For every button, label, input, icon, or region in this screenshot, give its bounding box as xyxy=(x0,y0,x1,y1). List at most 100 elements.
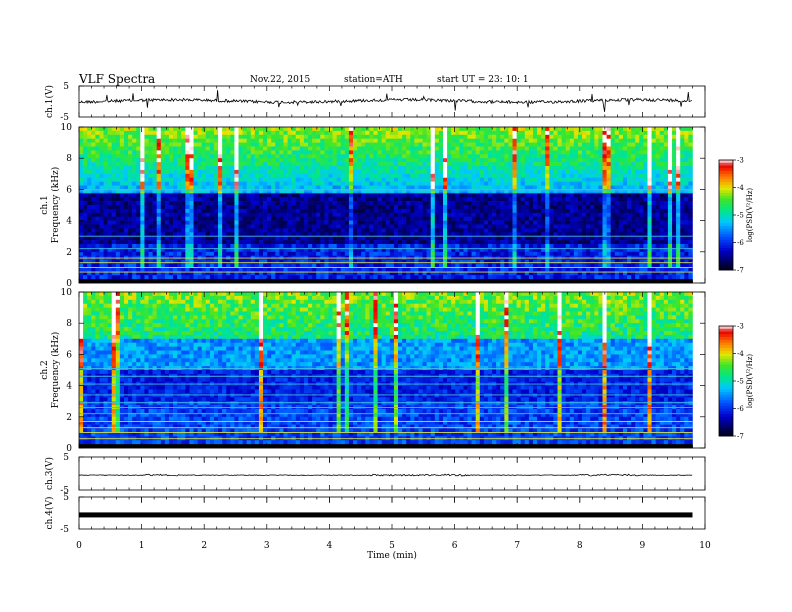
spectrogram-cell xyxy=(283,279,288,284)
spectrogram-cell xyxy=(136,205,141,210)
spectrogram-cell xyxy=(414,232,419,237)
spectrogram-cell xyxy=(483,208,489,214)
spectrogram-cell xyxy=(402,220,407,225)
spectrogram-cell xyxy=(377,240,382,245)
spectrogram-cell xyxy=(222,169,227,175)
spectrogram-cell xyxy=(271,216,276,221)
spectrogram-cell xyxy=(115,232,121,237)
spectrogram-cell xyxy=(459,205,464,210)
spectrogram-cell xyxy=(173,142,178,147)
spectrogram-cell xyxy=(524,220,530,225)
spectrogram-cell xyxy=(524,193,530,198)
spectrogram-cell xyxy=(263,162,268,167)
spectrogram-cell xyxy=(230,154,235,159)
spectrogram-cell xyxy=(516,236,522,241)
spectrogram-cell xyxy=(500,181,505,186)
spectrogram-cell xyxy=(361,127,366,132)
spectrogram-cell xyxy=(365,162,370,167)
spectrogram-cell xyxy=(467,127,472,132)
spectrogram-cell xyxy=(516,197,522,202)
spectrogram-cell xyxy=(565,146,571,151)
spectrogram-cell xyxy=(353,220,358,225)
spectrogram-cell xyxy=(258,216,264,221)
spectrogram-cell xyxy=(528,267,534,272)
spectrogram-cell xyxy=(246,201,252,206)
spectrogram-cell xyxy=(357,263,362,268)
spectrogram-cell xyxy=(181,154,186,159)
spectrogram-cell xyxy=(271,185,276,190)
spectrogram-cell xyxy=(246,271,252,276)
spectrogram-cell xyxy=(275,279,280,284)
spectrogram-cell xyxy=(140,134,145,139)
spectrogram-cell xyxy=(479,189,485,194)
spectrogram-cell xyxy=(365,205,370,210)
spectrogram-cell xyxy=(381,169,387,175)
spectrogram-cell xyxy=(475,158,481,163)
spectrogram-cell xyxy=(160,228,166,233)
spectrogram-cell xyxy=(569,134,575,139)
spectrogram-cell xyxy=(197,247,202,253)
spectrogram-cell xyxy=(320,146,325,151)
spectrogram-cell xyxy=(512,158,517,163)
spectrogram-cell xyxy=(455,275,460,280)
spectrogram-cell xyxy=(181,146,186,151)
spectrogram-cell xyxy=(541,259,546,264)
spectrogram-cell xyxy=(160,146,166,151)
spectrogram-cell xyxy=(430,201,436,206)
spectrogram-cell xyxy=(512,177,517,182)
spectrogram-cell xyxy=(181,224,186,229)
spectrogram-cell xyxy=(361,240,366,245)
spectrogram-cell xyxy=(500,193,505,198)
spectrogram-cell xyxy=(402,228,407,233)
spectrogram-cell xyxy=(140,228,145,233)
spectrogram-cell xyxy=(218,154,223,159)
spectrogram-cell xyxy=(185,271,190,276)
spectrogram-cell xyxy=(320,236,325,241)
spectrogram-cell xyxy=(119,142,125,147)
spectrogram-cell xyxy=(250,228,256,233)
spectrogram-cell xyxy=(283,240,288,245)
spectrogram-cell xyxy=(312,197,317,202)
spectrogram-cell xyxy=(177,259,182,264)
spectrogram-cell xyxy=(140,201,145,206)
spectrogram-cell xyxy=(426,216,432,221)
spectrogram-cell xyxy=(279,169,284,175)
spectrogram-cell xyxy=(144,127,149,132)
spectrogram-cell xyxy=(443,130,448,136)
spectrogram-cell xyxy=(430,158,436,163)
spectrogram-cell xyxy=(87,173,92,178)
spectrogram-cell xyxy=(242,177,247,182)
spectrogram-cell xyxy=(410,220,415,225)
spectrogram-cell xyxy=(573,150,579,155)
spectrogram-cell xyxy=(95,173,100,178)
spectrogram-cell xyxy=(520,127,526,132)
spectrogram-cell xyxy=(263,197,268,202)
spectrogram-cell xyxy=(267,275,272,280)
spectrogram-cell xyxy=(316,247,321,253)
spectrogram-cell xyxy=(385,244,391,249)
spectrogram-cell xyxy=(561,173,566,178)
spectrogram-cell xyxy=(168,181,174,186)
spectrogram-cell xyxy=(463,263,468,268)
spectrogram-cell xyxy=(418,154,423,159)
spectrogram-cell xyxy=(483,228,489,233)
spectrogram-cell xyxy=(430,275,436,280)
spectrogram-cell xyxy=(414,236,419,241)
spectrogram-cell xyxy=(524,244,530,249)
spectrogram-cell xyxy=(410,259,415,264)
spectrogram-cell xyxy=(279,228,284,233)
spectrogram-cell xyxy=(222,150,227,155)
spectrogram-cell xyxy=(185,212,190,217)
spectrogram-cell xyxy=(234,185,239,190)
spectrogram-cell xyxy=(496,240,501,245)
spectrogram-cell xyxy=(136,228,141,233)
spectrogram-cell xyxy=(99,162,104,167)
spectrogram-cell xyxy=(99,205,104,210)
spectrogram-cell xyxy=(500,173,505,178)
spectrogram-cell xyxy=(263,263,268,268)
spectrogram-cell xyxy=(520,166,526,171)
spectrogram-cell xyxy=(455,263,460,268)
spectrogram-cell xyxy=(377,193,382,198)
spectrogram-cell xyxy=(369,193,374,198)
spectrogram-cell xyxy=(443,146,448,151)
